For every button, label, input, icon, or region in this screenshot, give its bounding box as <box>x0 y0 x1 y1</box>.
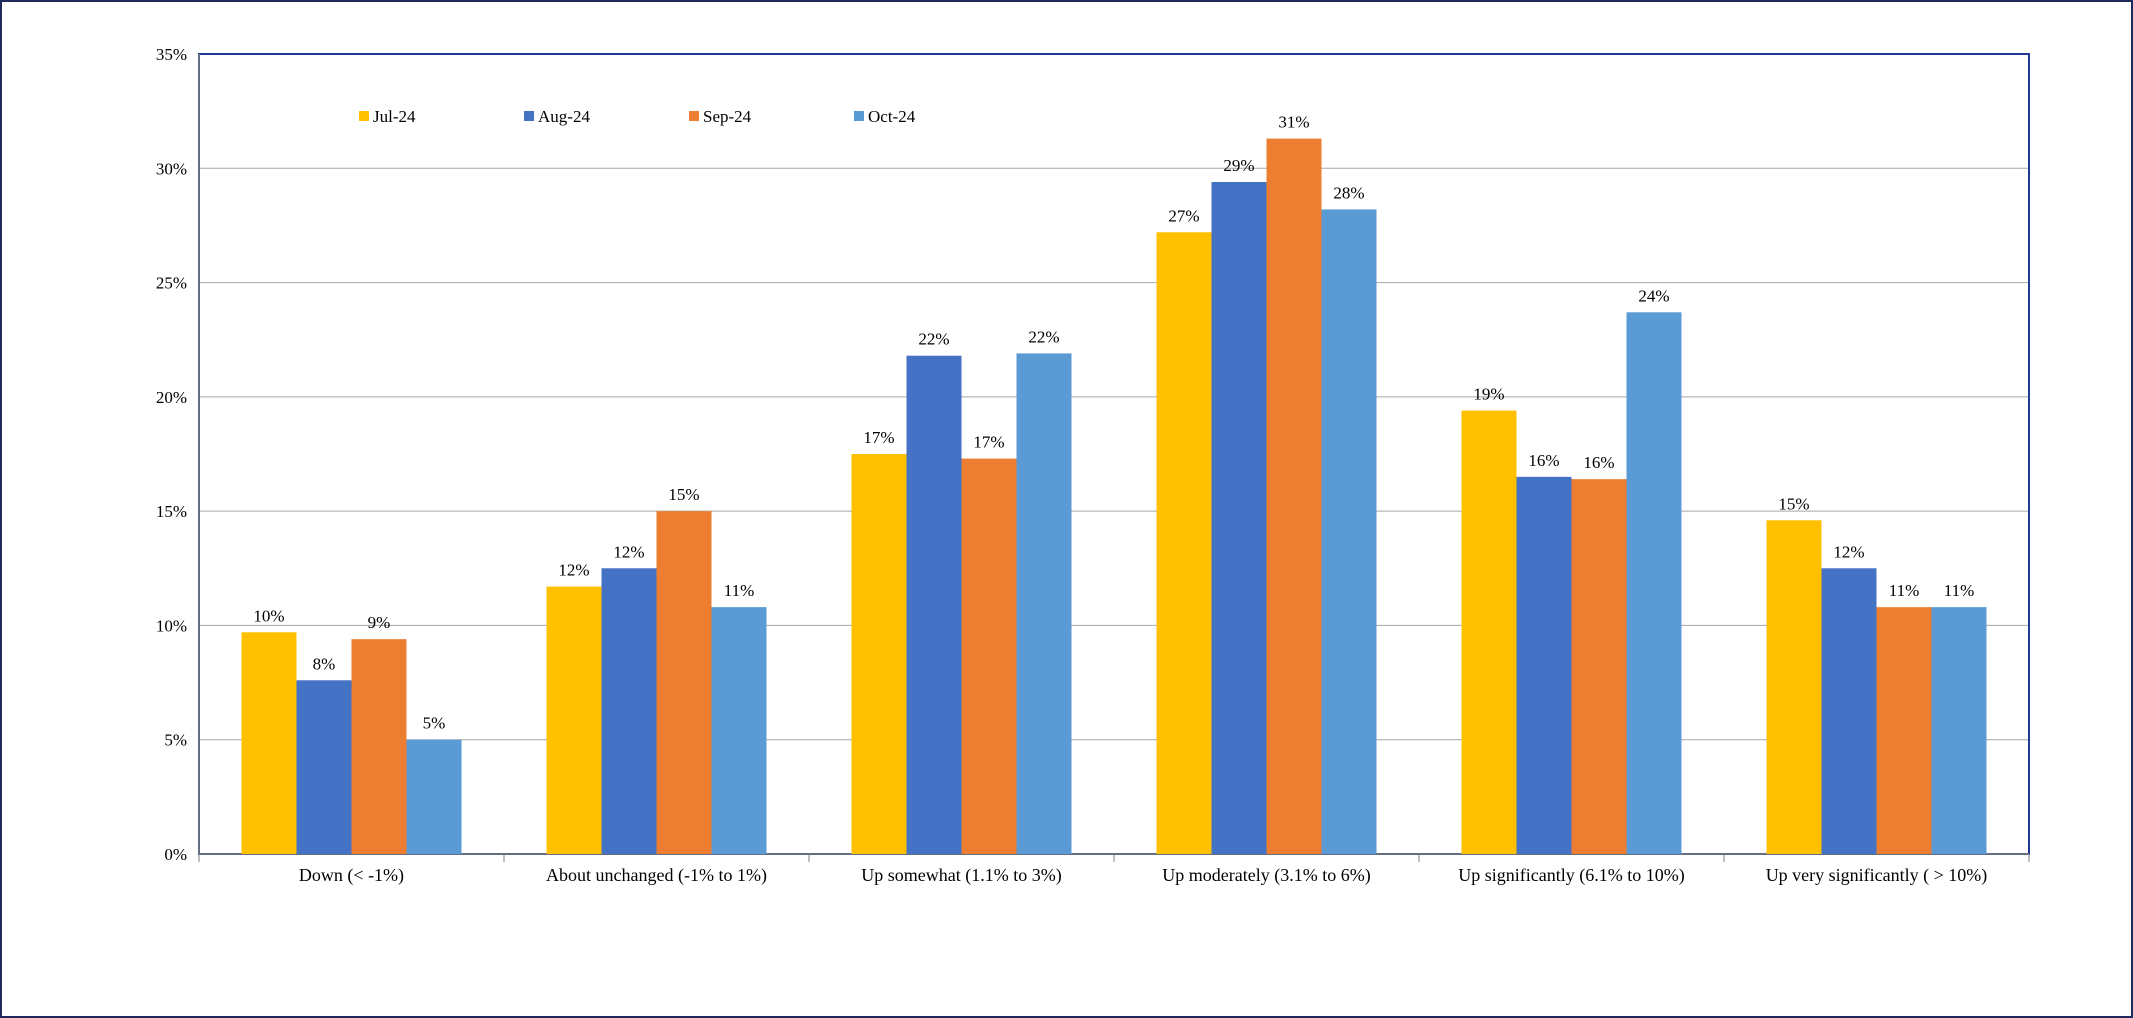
bar-sep-24 <box>656 511 712 854</box>
plot-area-border <box>198 53 2030 855</box>
bar-sep-24 <box>351 639 407 854</box>
data-label: 15% <box>1778 494 1809 513</box>
data-label: 10% <box>253 606 284 625</box>
legend-label: Aug-24 <box>538 107 590 126</box>
bar-jul-24 <box>1461 410 1517 854</box>
bar-jul-24 <box>546 586 602 854</box>
legend-swatch-aug-24 <box>524 111 534 121</box>
data-label: 11% <box>1889 581 1920 600</box>
data-label: 19% <box>1473 385 1504 404</box>
data-label: 16% <box>1583 453 1614 472</box>
y-tick-label: 25% <box>156 274 187 293</box>
data-label: 24% <box>1638 286 1669 305</box>
bars <box>241 138 1987 855</box>
category-label: Up somewhat (1.1% to 3%) <box>861 865 1061 886</box>
legend: Jul-24 Aug-24 Sep-24 Oct-24 <box>359 107 916 126</box>
category-label: Up significantly (6.1% to 10%) <box>1458 865 1684 886</box>
category-label: Up moderately (3.1% to 6%) <box>1162 865 1370 886</box>
y-tick-label: 5% <box>164 731 187 750</box>
bar-aug-24 <box>1516 476 1572 854</box>
data-label: 8% <box>313 654 336 673</box>
data-label: 22% <box>918 330 949 349</box>
y-tick-label: 15% <box>156 502 187 521</box>
data-label: 17% <box>863 428 894 447</box>
legend-label: Oct-24 <box>868 107 916 126</box>
legend-swatch-jul-24 <box>359 111 369 121</box>
y-tick-label: 10% <box>156 616 187 635</box>
bar-jul-24 <box>1766 520 1822 854</box>
data-label: 22% <box>1028 327 1059 346</box>
bar-oct-24 <box>1626 312 1682 854</box>
data-label: 27% <box>1168 206 1199 225</box>
bar-aug-24 <box>1821 568 1877 854</box>
axes: 0% 5% 10% 15% 20% 25% 30% 35% Down (< -1%) About … <box>156 45 2030 886</box>
data-label: 15% <box>668 485 699 504</box>
bar-sep-24 <box>1266 138 1322 855</box>
bar-jul-24 <box>241 632 297 854</box>
bar-jul-24 <box>1156 232 1212 855</box>
bar-sep-24 <box>1876 607 1932 854</box>
bar-aug-24 <box>296 680 352 854</box>
data-label: 31% <box>1278 113 1309 132</box>
category-label: About unchanged (-1% to 1%) <box>546 865 767 886</box>
legend-swatch-sep-24 <box>689 111 699 121</box>
bar-oct-24 <box>406 739 462 854</box>
bar-oct-24 <box>1016 353 1072 854</box>
data-label: 9% <box>368 613 391 632</box>
bar-sep-24 <box>1571 479 1627 854</box>
y-tick-label: 30% <box>156 159 187 178</box>
bar-jul-24 <box>851 454 907 854</box>
legend-label: Jul-24 <box>373 107 416 126</box>
bar-oct-24 <box>1931 607 1987 854</box>
bar-aug-24 <box>601 568 657 854</box>
y-tick-label: 0% <box>164 845 187 864</box>
data-label: 5% <box>423 714 446 733</box>
gridlines <box>199 167 2029 741</box>
category-label: Up very significantly ( > 10%) <box>1766 865 1988 886</box>
y-tick-label: 35% <box>156 45 187 64</box>
bar-aug-24 <box>1211 182 1267 854</box>
bar-oct-24 <box>711 607 767 854</box>
data-label: 12% <box>558 561 589 580</box>
data-label: 11% <box>1944 581 1975 600</box>
legend-label: Sep-24 <box>703 107 752 126</box>
data-labels: 10% 12% 17% 27% 19% 15% 8% 12% 22% 29% 16% 12% 9% 15%… <box>253 113 1974 733</box>
data-label: 17% <box>973 433 1004 452</box>
bar-aug-24 <box>906 355 962 854</box>
data-label: 11% <box>724 581 755 600</box>
data-label: 16% <box>1528 451 1559 470</box>
data-label: 29% <box>1223 156 1254 175</box>
category-label: Down (< -1%) <box>299 865 404 886</box>
legend-swatch-oct-24 <box>854 111 864 121</box>
y-tick-label: 20% <box>156 388 187 407</box>
data-label: 12% <box>1833 542 1864 561</box>
data-label: 28% <box>1333 183 1364 202</box>
bar-sep-24 <box>961 458 1017 854</box>
bar-oct-24 <box>1321 209 1377 854</box>
data-label: 12% <box>613 542 644 561</box>
